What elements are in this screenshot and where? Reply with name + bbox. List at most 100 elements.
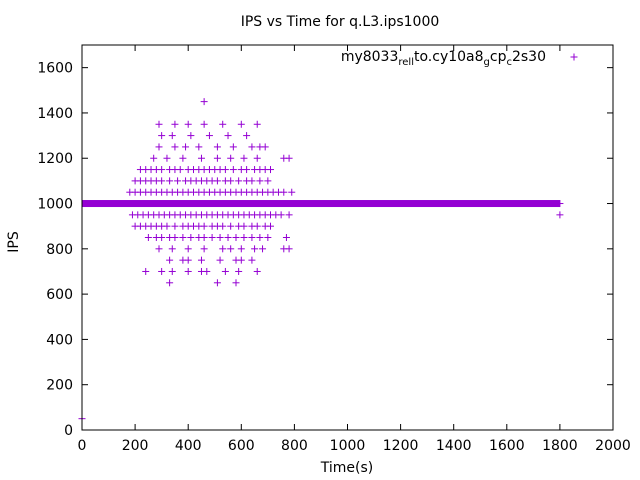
x-tick-label: 600: [228, 438, 255, 454]
data-point: [150, 154, 158, 162]
data-point: [155, 143, 163, 151]
x-axis-label: Time(s): [320, 460, 373, 476]
data-point: [248, 256, 256, 264]
x-tick-label: 1400: [436, 438, 472, 454]
x-tick-label: 1200: [383, 438, 419, 454]
data-point: [208, 234, 216, 241]
data-point: [227, 245, 235, 253]
data-point: [237, 120, 245, 128]
data-point: [224, 234, 232, 241]
data-point: [166, 177, 174, 185]
y-tick-label: 600: [46, 287, 73, 303]
data-point: [288, 188, 296, 196]
data-point: [261, 143, 269, 151]
data-point: [168, 132, 176, 140]
data-point: [232, 234, 240, 241]
data-point: [219, 222, 227, 230]
data-point: [171, 234, 179, 241]
data-point: [182, 143, 190, 151]
y-axis-label: IPS: [6, 231, 22, 253]
data-point: [184, 245, 192, 253]
data-point: [213, 143, 221, 151]
data-point: [155, 120, 163, 128]
data-point: [197, 256, 205, 264]
data-point: [253, 267, 261, 275]
data-point: [171, 120, 179, 128]
chart-title: IPS vs Time for q.L3.ips1000: [241, 14, 440, 30]
data-point: [158, 234, 166, 241]
data-point: [253, 120, 261, 128]
data-point: [184, 120, 192, 128]
data-point: [174, 177, 182, 185]
data-point: [227, 222, 235, 230]
legend-subscript: g: [484, 57, 490, 68]
data-point: [248, 234, 256, 241]
data-point: [556, 200, 564, 208]
data-point: [229, 143, 237, 151]
data-point: [221, 166, 229, 174]
data-point: [195, 143, 203, 151]
data-point: [158, 267, 166, 275]
data-point: [232, 279, 240, 287]
data-point: [227, 177, 235, 185]
data-point: [259, 245, 267, 253]
data-point: [213, 154, 221, 162]
legend-text: cp: [490, 49, 507, 65]
data-point: [256, 177, 264, 185]
data-point: [556, 211, 564, 219]
data-point: [221, 267, 229, 275]
data-point: [142, 267, 150, 275]
data-point: [264, 177, 272, 185]
data-point: [163, 222, 171, 230]
legend-subscript: rel: [398, 57, 411, 68]
data-point: [253, 222, 261, 230]
legend-label: my8033rellto.cy10a8gcpc2s30: [341, 49, 546, 68]
y-tick-label: 1000: [37, 197, 73, 213]
data-point: [285, 154, 293, 162]
data-point: [285, 245, 293, 253]
data-point: [219, 120, 227, 128]
data-point: [200, 234, 208, 241]
data-point: [237, 256, 245, 264]
y-tick-label: 800: [46, 242, 73, 258]
data-point: [171, 143, 179, 151]
data-point: [256, 234, 264, 241]
data-point: [277, 211, 285, 219]
data-point: [224, 132, 232, 140]
y-tick-label: 1200: [37, 151, 73, 167]
plot-frame: [81, 44, 614, 431]
y-tick-label: 1600: [37, 61, 73, 77]
legend-marker: [570, 53, 578, 61]
x-tick-label: 400: [175, 438, 202, 454]
data-point: [158, 166, 166, 174]
data-point: [251, 245, 259, 253]
data-point: [248, 143, 256, 151]
data-point: [155, 245, 163, 253]
legend-subscript: l: [411, 57, 414, 68]
data-point: [168, 245, 176, 253]
data-point: [243, 166, 251, 174]
x-tick-label: 200: [122, 438, 149, 454]
data-point: [158, 177, 166, 185]
data-point: [163, 154, 171, 162]
y-tick-label: 200: [46, 378, 73, 394]
data-point: [179, 234, 187, 241]
legend: my8033rellto.cy10a8gcpc2s30: [341, 49, 578, 68]
data-point: [253, 154, 261, 162]
baseline-points-band: [82, 200, 560, 208]
data-point: [219, 245, 227, 253]
data-point: [200, 120, 208, 128]
data-point: [229, 166, 237, 174]
data-point: [285, 211, 293, 219]
y-tick-label: 400: [46, 332, 73, 348]
data-point: [213, 279, 221, 287]
data-point: [243, 132, 251, 140]
data-point: [237, 245, 245, 253]
data-point: [187, 132, 195, 140]
data-point: [203, 267, 211, 275]
data-point: [213, 177, 221, 185]
axis-ticks: 0 200 400 600 800 1000 1200 1400 1600 1800 2000 0 20…: [37, 45, 631, 454]
data-point: [200, 222, 208, 230]
